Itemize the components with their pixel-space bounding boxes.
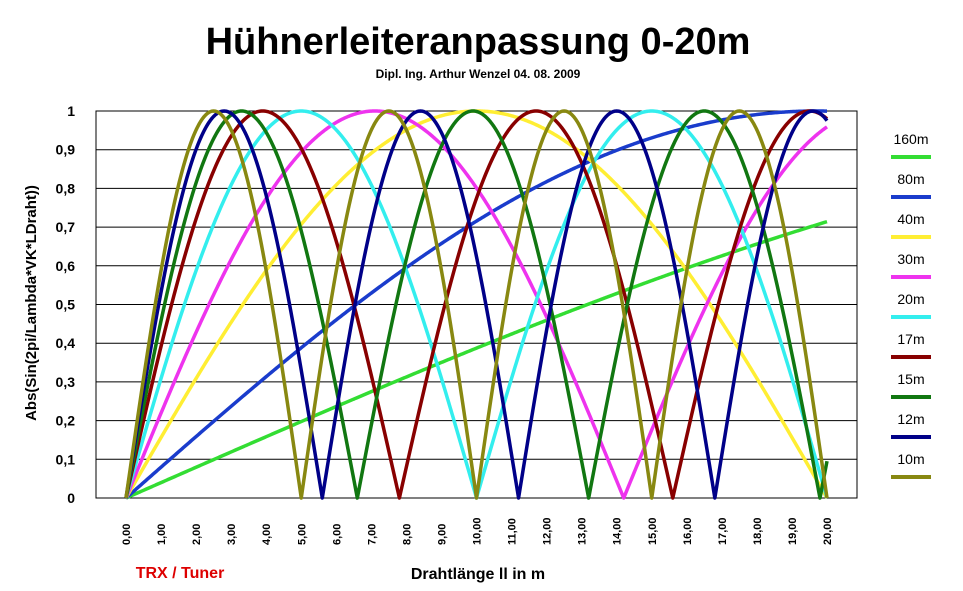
x-tick-label: 20,00 <box>822 517 834 545</box>
y-tick-label: 0,2 <box>56 413 76 429</box>
legend-label-12m: 12m <box>897 411 924 427</box>
legend-label-80m: 80m <box>897 171 924 187</box>
y-tick-label: 1 <box>67 103 75 119</box>
series-layer <box>124 109 829 500</box>
x-tick-label: 9,00 <box>436 524 448 545</box>
y-tick-label: 0,4 <box>56 335 76 351</box>
x-tick-label: 8,00 <box>401 524 413 545</box>
series-line-12m <box>124 109 829 500</box>
legend-label-10m: 10m <box>897 451 924 467</box>
series-line-17m <box>124 109 829 500</box>
x-tick-label: 2,00 <box>191 524 203 545</box>
legend-label-15m: 15m <box>897 371 924 387</box>
x-axis: 0,00 1,00 2,00 3,00 4,00 5,00 6,00 7,00 8,00 9,00… <box>121 517 834 545</box>
y-tick-label: 0,1 <box>56 451 76 467</box>
x-tick-label: 5,00 <box>296 524 308 545</box>
x-tick-label: 16,00 <box>682 517 694 545</box>
plot-area <box>95 109 858 500</box>
y-axis-label: Abs(Sin(2pi/Lambda*VK*LDraht)) <box>23 185 40 421</box>
x-tick-label: 3,00 <box>226 524 238 545</box>
x-tick-label: 12,00 <box>542 517 554 545</box>
legend-label-40m: 40m <box>897 211 924 227</box>
y-tick-label: 0,3 <box>56 374 76 390</box>
series-line-160m <box>125 219 828 500</box>
x-tick-label: 14,00 <box>612 517 624 545</box>
y-tick-label: 0,9 <box>56 142 76 158</box>
x-axis-label: Drahtlänge ll in m <box>411 566 545 583</box>
series-line-80m <box>124 109 828 500</box>
x-tick-label: 4,00 <box>261 524 273 545</box>
chart-title: Hühnerleiteranpassung 0-20m <box>206 21 751 63</box>
series-line-30m <box>124 109 829 500</box>
series-line-15m <box>124 109 829 500</box>
x-tick-label: 11,00 <box>507 518 519 545</box>
x-tick-label: 1,00 <box>156 524 168 545</box>
y-tick-label: 0,7 <box>56 219 76 235</box>
x-tick-label: 7,00 <box>366 524 378 545</box>
legend-label-17m: 17m <box>897 331 924 347</box>
legend-label-20m: 20m <box>897 291 924 307</box>
y-tick-label: 0 <box>67 490 75 506</box>
trx-tuner-annotation: TRX / Tuner <box>136 565 225 582</box>
x-tick-label: 0,00 <box>121 524 133 545</box>
y-tick-label: 0,8 <box>56 180 76 196</box>
x-tick-label: 10,00 <box>472 517 484 545</box>
series-line-10m <box>124 109 829 500</box>
chart-subtitle: Dipl. Ing. Arthur Wenzel 04. 08. 2009 <box>376 67 581 81</box>
x-tick-label: 15,00 <box>647 517 659 545</box>
y-tick-label: 0,6 <box>56 258 76 274</box>
x-tick-label: 6,00 <box>331 524 343 545</box>
legend: 160m 80m 40m 30m 20m 17m 15m 12m 10m <box>891 131 931 479</box>
y-axis: 0 0,1 0,2 0,3 0,4 0,5 0,6 0,7 0,8 0,9 1 <box>56 103 76 506</box>
x-tick-label: 17,00 <box>717 517 729 545</box>
legend-label-30m: 30m <box>897 251 924 267</box>
x-tick-label: 19,00 <box>787 517 799 545</box>
y-tick-label: 0,5 <box>56 297 76 313</box>
x-tick-label: 18,00 <box>752 517 764 545</box>
legend-label-160m: 160m <box>893 131 928 147</box>
x-tick-label: 13,00 <box>577 517 589 545</box>
